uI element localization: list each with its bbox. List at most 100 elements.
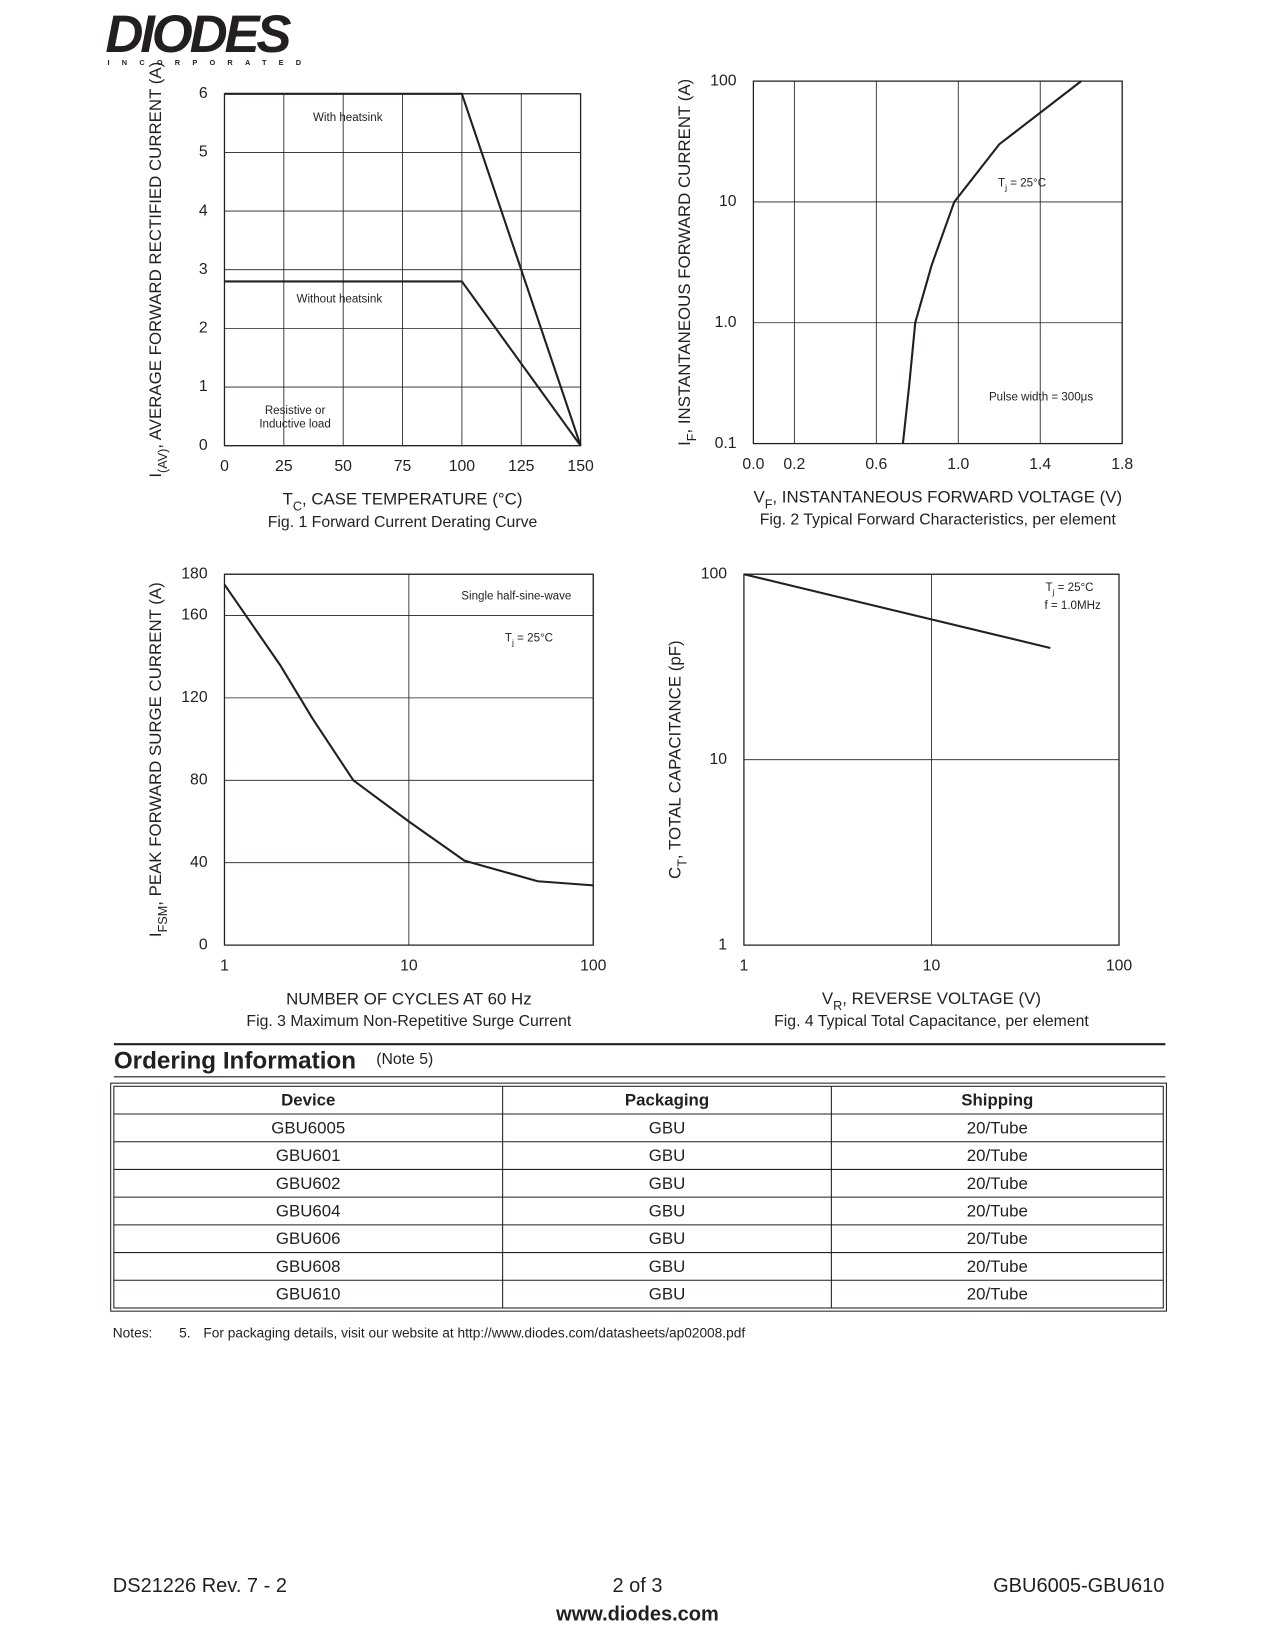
table-header: Packaging <box>625 1091 709 1110</box>
annotation-part: T <box>1045 582 1052 594</box>
y-tick-label: 100 <box>710 72 737 89</box>
x-tick-label: 1 <box>740 957 749 974</box>
annotation: Resistive or <box>265 405 326 417</box>
x-axis-label-part: V <box>822 989 834 1008</box>
y-axis-label-part: (AV) <box>156 449 170 473</box>
y-tick-label: 100 <box>701 565 728 582</box>
x-tick-label: 50 <box>334 458 352 475</box>
y-tick-label: 5 <box>199 144 208 161</box>
footer-website: www.diodes.com <box>555 1604 719 1626</box>
table-cell: 20/Tube <box>967 1202 1028 1221</box>
notes-label: Notes: <box>113 1326 153 1341</box>
y-axis-label-part: C <box>666 867 685 879</box>
table-cell: 20/Tube <box>967 1174 1028 1193</box>
plot-frame <box>743 573 1120 946</box>
y-tick-label: 0 <box>199 437 208 454</box>
annotation-part: = 25°C <box>1054 582 1093 594</box>
y-tick-label: 180 <box>181 565 208 582</box>
y-axis-label-part: , AVERAGE FORWARD RECTIFIED CURRENT (A) <box>146 62 165 449</box>
figure-caption: Fig. 3 Maximum Non-Repetitive Surge Curr… <box>246 1013 571 1030</box>
table-cell: GBU608 <box>276 1257 341 1276</box>
y-tick-label: 160 <box>181 607 208 624</box>
table-cell: GBU601 <box>276 1146 341 1165</box>
x-tick-label: 1.0 <box>947 456 969 473</box>
table-cell: GBU <box>649 1202 686 1221</box>
annotation-part: T <box>505 633 512 645</box>
x-axis-label-part: , REVERSE VOLTAGE (V) <box>842 989 1041 1008</box>
table-header: Device <box>281 1091 335 1110</box>
y-tick-label: 0 <box>199 936 208 953</box>
x-tick-label: 150 <box>567 458 594 475</box>
series-label: Without heatsink <box>297 293 383 305</box>
y-tick-label: 3 <box>199 261 208 278</box>
y-tick-label: 2 <box>199 320 208 337</box>
y-axis-label-part: , INSTANTANEOUS FORWARD CURRENT (A) <box>675 79 694 434</box>
y-tick-label: 0.1 <box>715 435 737 452</box>
note-text: For packaging details, visit our website… <box>203 1326 745 1341</box>
x-tick-label: 1 <box>220 957 229 974</box>
data-line <box>224 92 582 447</box>
annotation: Tj = 25°C <box>998 177 1046 192</box>
x-axis-label: TC, CASE TEMPERATURE (°C) <box>283 490 523 514</box>
y-tick-label: 1.0 <box>715 314 737 331</box>
y-axis-label-part: , TOTAL CAPACITANCE (pF) <box>666 640 685 859</box>
y-axis-label-part: I <box>675 441 694 446</box>
annotation: Inductive load <box>259 419 330 431</box>
table-cell: GBU606 <box>276 1229 341 1248</box>
x-axis-label-part: T <box>283 490 293 509</box>
y-axis-label-part: T <box>676 859 690 867</box>
x-tick-label: 100 <box>580 957 607 974</box>
x-tick-label: 0.6 <box>865 456 887 473</box>
annotation: Tj = 25°C <box>1045 582 1093 597</box>
footer-center: 2 of 3 <box>612 1575 662 1597</box>
table-cell: 20/Tube <box>967 1257 1028 1276</box>
annotation-part: j <box>511 638 514 648</box>
data-line <box>901 80 1082 444</box>
footer-right: GBU6005-GBU610 <box>993 1575 1164 1597</box>
annotation: Single half-sine-wave <box>461 590 571 602</box>
table-header: Shipping <box>961 1091 1033 1110</box>
y-tick-label: 1 <box>718 936 727 953</box>
figure-caption: Fig. 4 Typical Total Capacitance, per el… <box>774 1013 1089 1030</box>
y-axis-label-part: FSM <box>156 906 170 933</box>
y-tick-label: 120 <box>181 689 208 706</box>
y-tick-label: 10 <box>709 751 727 768</box>
x-tick-label: 10 <box>400 957 418 974</box>
annotation-part: = 25°C <box>1007 177 1046 189</box>
y-axis-label: IF, INSTANTANEOUS FORWARD CURRENT (A) <box>675 79 699 446</box>
annotation: Pulse width = 300μs <box>989 391 1093 403</box>
section-title: Ordering Information <box>114 1047 356 1074</box>
y-axis-label-part: I <box>146 473 165 478</box>
footer-left: DS21226 Rev. 7 - 2 <box>113 1575 287 1597</box>
y-axis-label-part: , PEAK FORWARD SURGE CURRENT (A) <box>146 582 165 906</box>
table-cell: 20/Tube <box>967 1146 1028 1165</box>
x-tick-label: 100 <box>449 458 476 475</box>
table-cell: GBU610 <box>276 1285 341 1304</box>
table-cell: GBU <box>649 1229 686 1248</box>
annotation-part: = 25°C <box>514 633 553 645</box>
figure-caption: Fig. 1 Forward Current Derating Curve <box>268 514 538 531</box>
x-tick-label: 0.2 <box>783 456 805 473</box>
table-cell: GBU <box>649 1285 686 1304</box>
table-cell: 20/Tube <box>967 1229 1028 1248</box>
note-number: 5. <box>179 1326 190 1341</box>
x-axis-label-part: , INSTANTANEOUS FORWARD VOLTAGE (V) <box>772 488 1122 507</box>
table-cell: 20/Tube <box>967 1118 1028 1137</box>
x-axis-label-part: V <box>753 488 765 507</box>
table-cell: GBU602 <box>276 1174 341 1193</box>
data-line <box>223 583 594 887</box>
series-label: With heatsink <box>313 112 383 124</box>
annotation: Tj = 25°C <box>505 633 553 648</box>
x-tick-label: 0 <box>220 458 229 475</box>
x-axis-label-part: F <box>765 498 773 512</box>
annotation-part: j <box>1052 587 1055 597</box>
table-cell: GBU <box>649 1118 686 1137</box>
x-tick-label: 100 <box>1106 957 1133 974</box>
x-tick-label: 75 <box>394 458 412 475</box>
x-axis-label-part: R <box>833 999 842 1013</box>
logo: DIODES <box>105 5 291 64</box>
y-tick-label: 40 <box>190 854 208 871</box>
x-tick-label: 1.8 <box>1111 456 1133 473</box>
y-axis-label: IFSM, PEAK FORWARD SURGE CURRENT (A) <box>146 582 170 937</box>
